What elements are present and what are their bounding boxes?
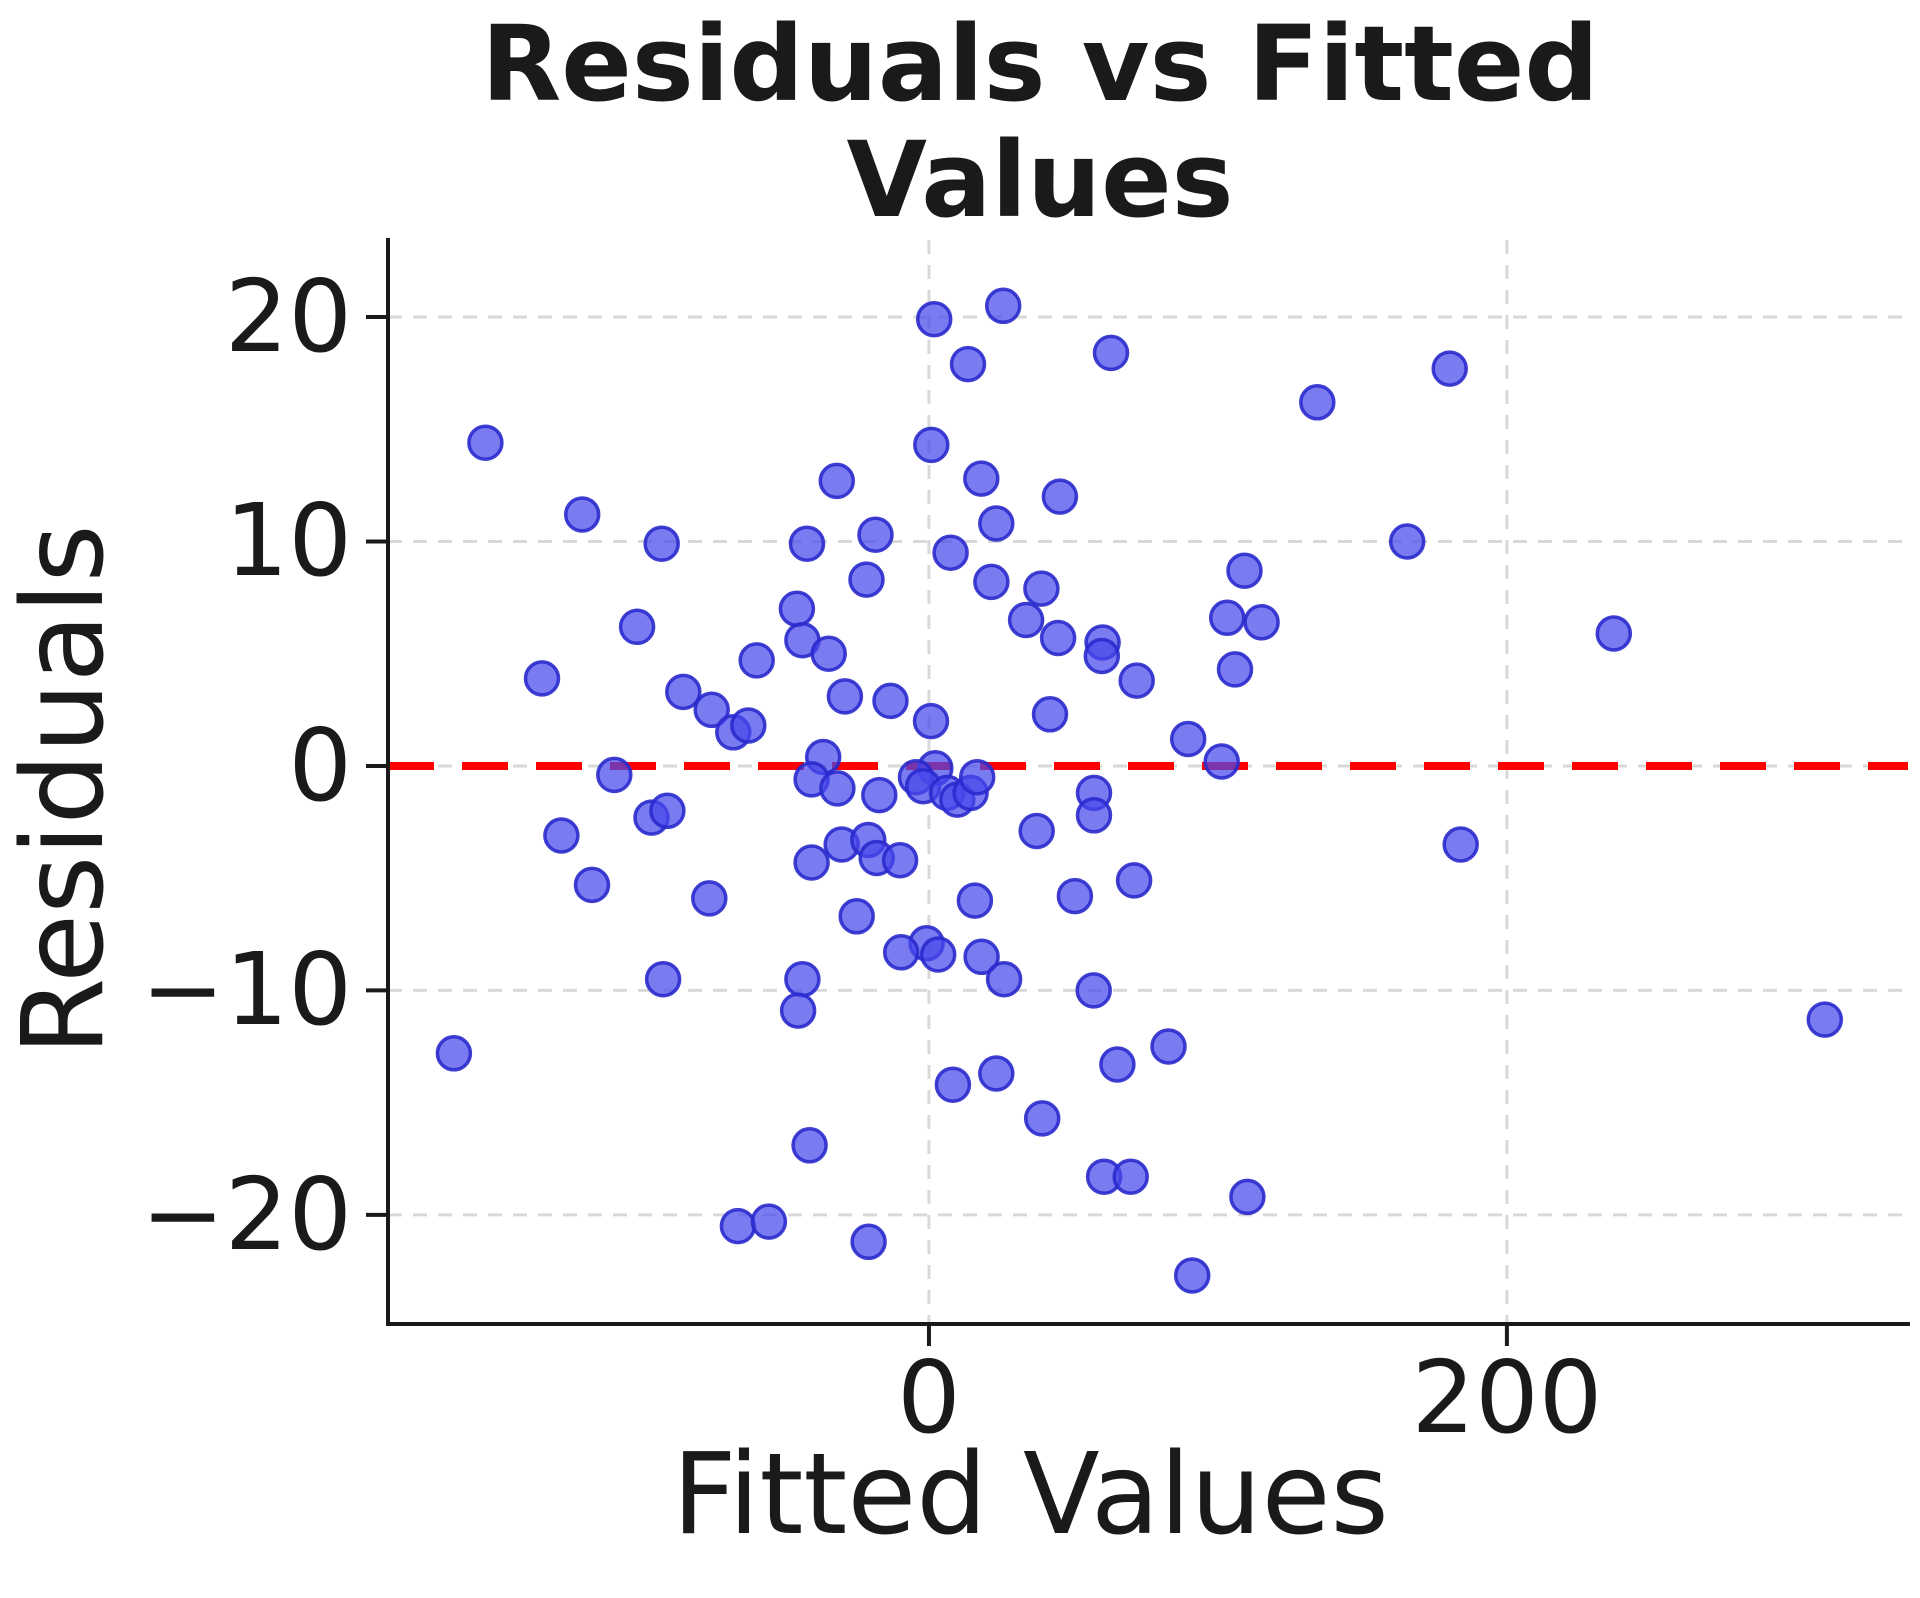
data-point	[934, 1066, 972, 1103]
x-tick-label: 0	[897, 1339, 961, 1456]
data-point	[848, 561, 885, 598]
data-point	[949, 345, 987, 383]
data-point	[912, 702, 950, 740]
data-point	[779, 992, 817, 1029]
data-point	[1216, 651, 1254, 688]
data-point	[665, 673, 702, 711]
data-point	[649, 792, 686, 830]
data-point	[932, 534, 969, 571]
data-point	[1075, 797, 1113, 834]
data-point	[818, 462, 856, 500]
data-point	[738, 642, 775, 679]
data-point	[435, 1035, 473, 1072]
data-point	[1442, 826, 1479, 863]
data-point	[791, 1127, 828, 1164]
data-point	[1173, 1257, 1211, 1294]
data-point	[956, 882, 994, 919]
data-point	[1226, 552, 1263, 589]
data-point	[819, 770, 856, 807]
data-point	[1075, 972, 1112, 1009]
data-point	[1031, 696, 1069, 733]
y-tick-label: 10	[224, 482, 352, 600]
data-point	[882, 934, 920, 971]
data-point	[850, 1223, 887, 1261]
data-point	[1150, 1028, 1187, 1065]
data-point	[1118, 662, 1155, 699]
y-tick-label: −20	[140, 1155, 352, 1273]
data-point	[857, 516, 894, 553]
data-point	[719, 1207, 757, 1245]
y-tick-label: 0	[288, 706, 352, 824]
data-point	[1023, 1100, 1061, 1137]
data-point	[1099, 1046, 1136, 1083]
data-point	[978, 1055, 1015, 1092]
y-tick-label: −10	[140, 931, 352, 1049]
data-point	[881, 841, 919, 879]
data-point	[1806, 1001, 1844, 1038]
data-point	[1169, 720, 1207, 758]
data-point	[861, 776, 898, 814]
data-point	[963, 460, 1000, 497]
data-point	[826, 678, 864, 715]
axes-spines	[386, 238, 1910, 1326]
data-point	[973, 563, 1010, 601]
data-point	[1595, 615, 1633, 652]
data-point	[1018, 812, 1055, 850]
data-point	[1229, 1178, 1266, 1216]
data-point	[793, 844, 830, 881]
data-point	[1299, 384, 1336, 421]
data-point	[1388, 523, 1426, 560]
data-point	[644, 960, 682, 998]
data-point	[1083, 637, 1121, 675]
data-point	[730, 707, 767, 744]
data-point	[1431, 350, 1468, 387]
data-point	[963, 938, 1000, 976]
data-point	[1112, 1158, 1149, 1195]
data-point	[984, 287, 1022, 325]
data-point	[563, 496, 601, 533]
tick-marks	[366, 314, 1509, 1346]
data-point	[872, 682, 909, 720]
data-point	[1039, 619, 1077, 657]
data-point	[691, 880, 728, 917]
data-point	[784, 960, 821, 998]
data-point	[1243, 604, 1280, 641]
chart-title: Residuals vs Fitted Values	[481, 3, 1599, 242]
data-point	[693, 691, 730, 729]
data-point	[985, 960, 1023, 998]
data-point	[750, 1203, 788, 1240]
data-point	[1023, 570, 1060, 607]
data-point	[1203, 743, 1240, 780]
data-point	[913, 426, 950, 464]
data-point	[618, 608, 656, 646]
data-point	[915, 300, 953, 338]
x-axis-label: Fitted Values	[672, 1430, 1389, 1560]
data-point	[1092, 334, 1130, 372]
y-tick-label: 20	[224, 257, 352, 375]
data-point	[596, 756, 633, 794]
data-point	[1041, 478, 1079, 515]
data-point	[643, 525, 680, 562]
data-point	[1115, 862, 1153, 899]
data-point	[838, 898, 875, 935]
grid-lines	[388, 240, 1908, 1324]
data-point	[1208, 599, 1246, 637]
data-point	[467, 424, 504, 461]
data-point	[978, 505, 1015, 542]
data-point	[810, 635, 847, 672]
x-tick-label: 200	[1411, 1339, 1603, 1456]
data-point	[523, 660, 561, 697]
scatter-points	[435, 287, 1844, 1294]
data-point	[958, 758, 996, 796]
data-point	[919, 936, 957, 973]
data-point	[1056, 877, 1094, 915]
data-point	[543, 817, 580, 854]
data-point	[573, 866, 611, 904]
data-point	[788, 525, 826, 562]
data-point	[1007, 601, 1045, 639]
data-point	[778, 590, 816, 628]
